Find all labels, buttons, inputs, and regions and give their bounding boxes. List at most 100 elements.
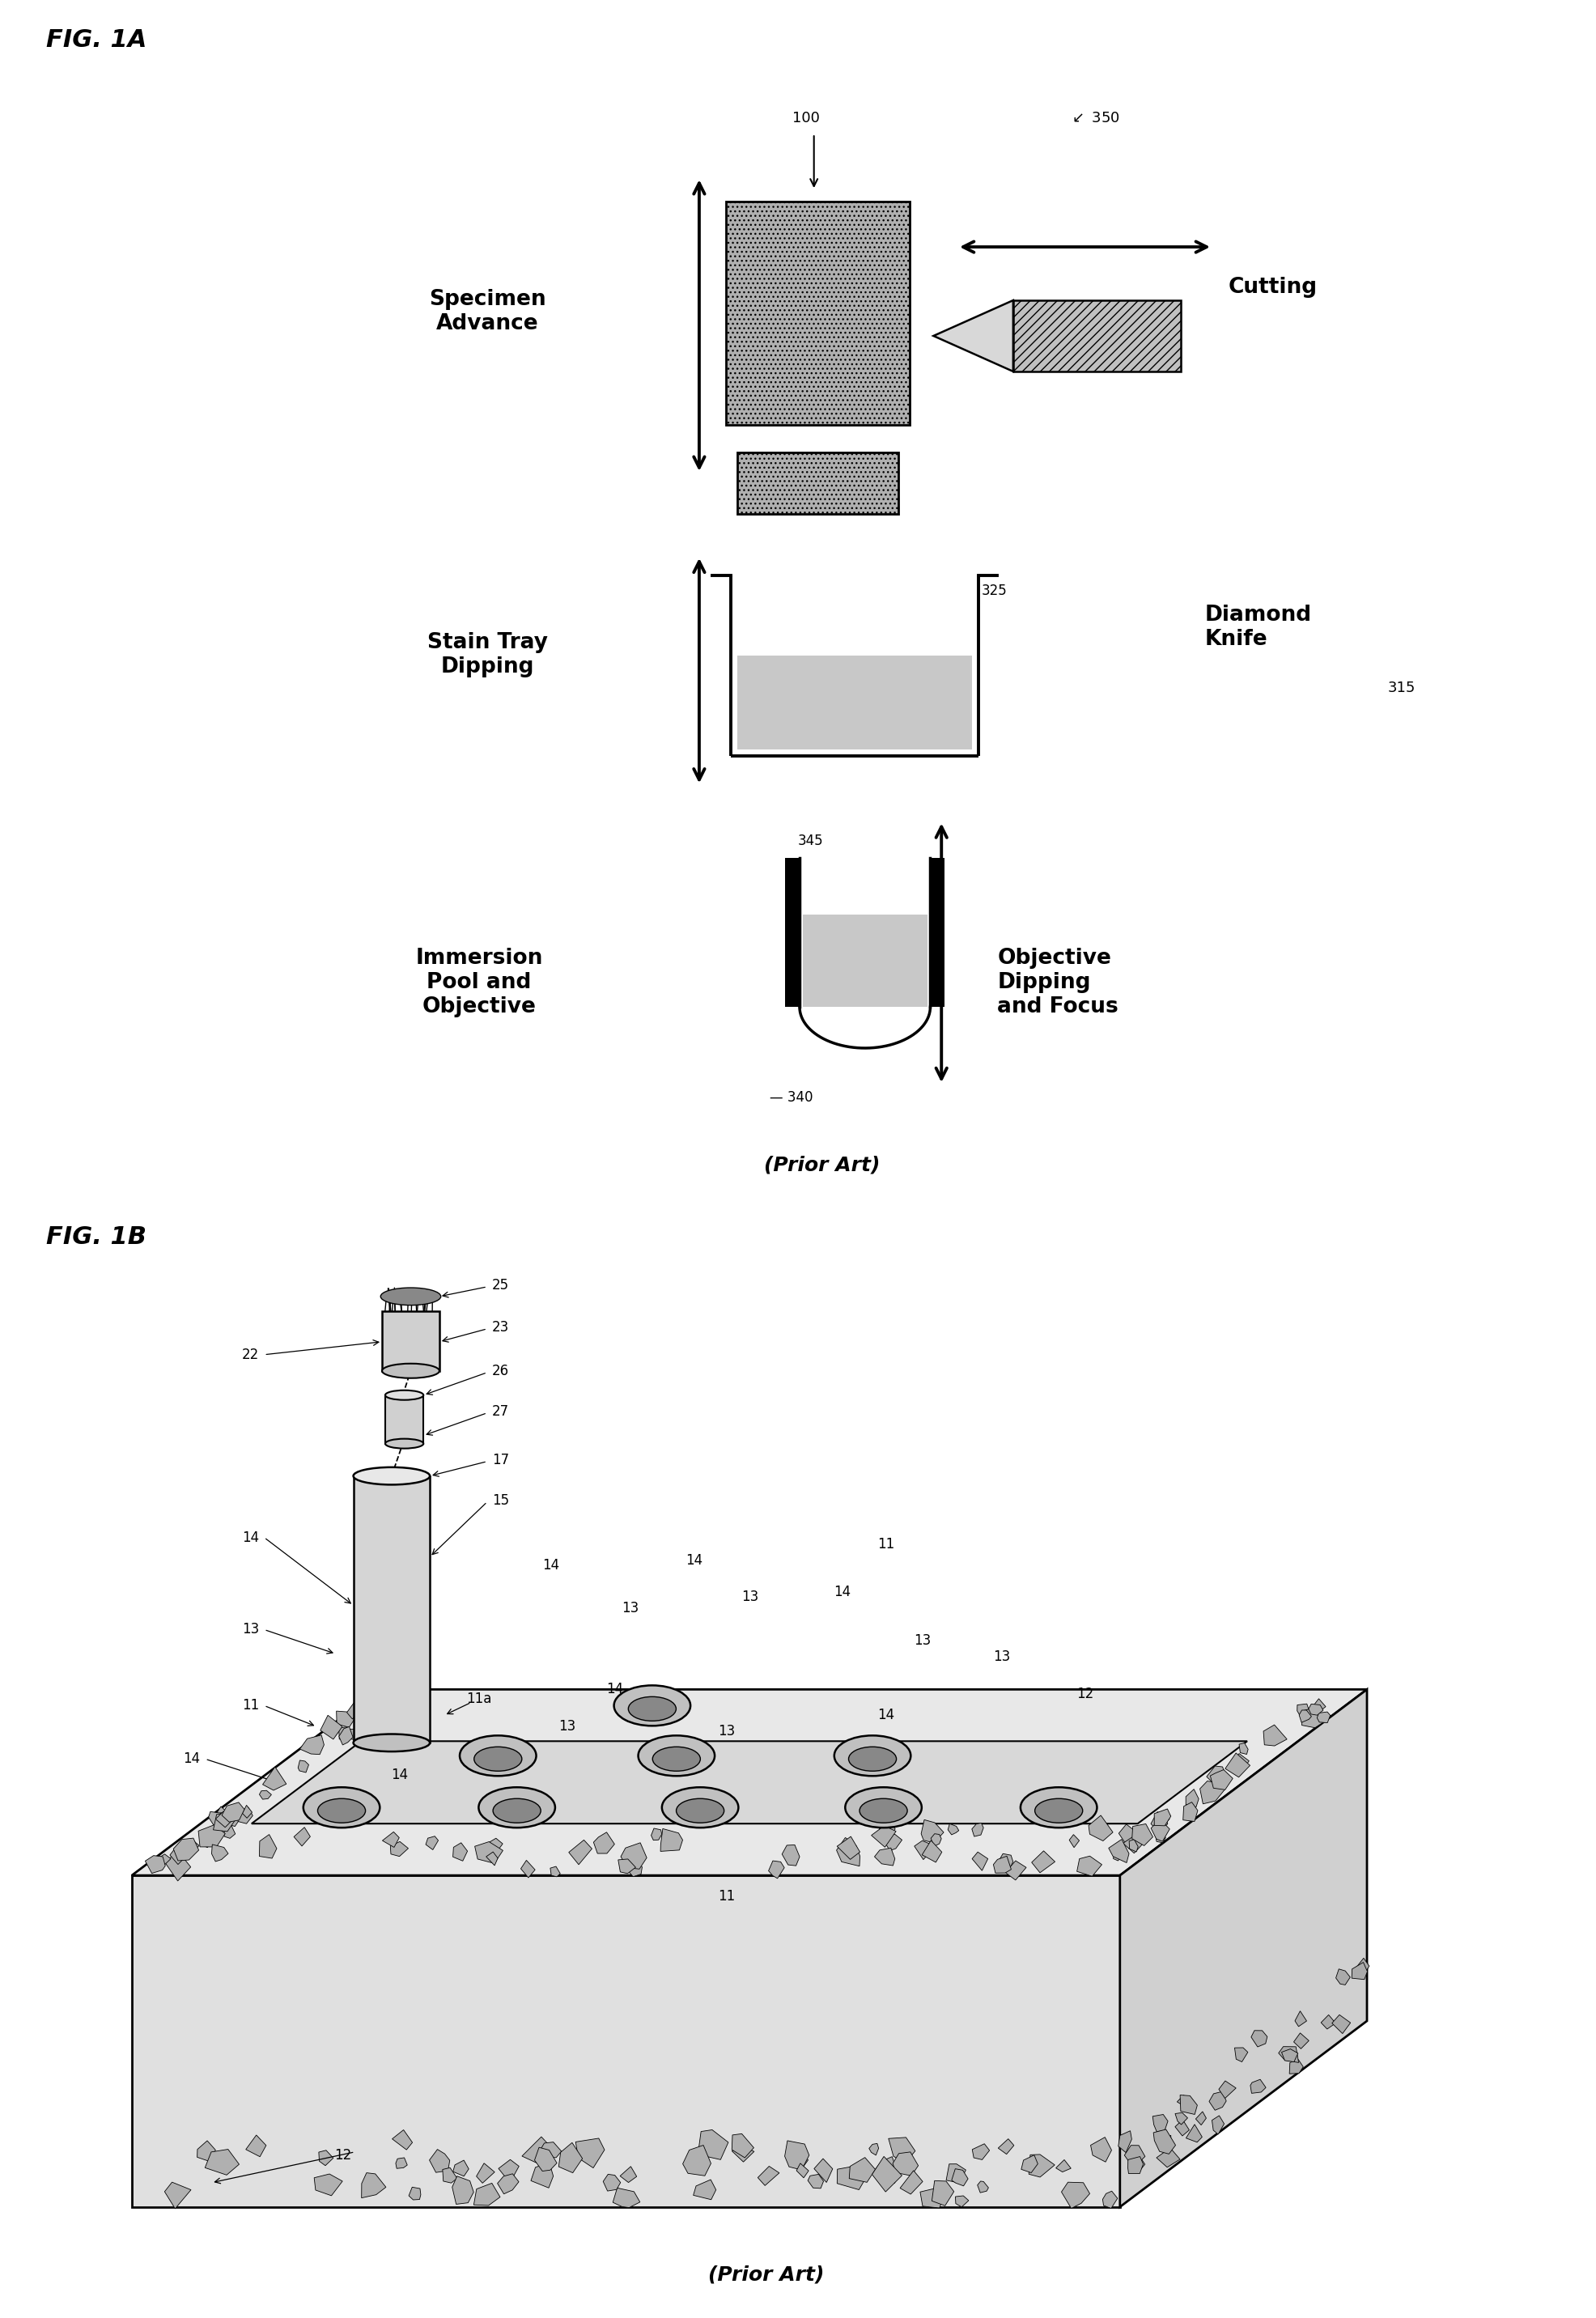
- Text: 13: 13: [742, 1590, 758, 1604]
- Polygon shape: [1029, 2153, 1055, 2177]
- Text: 345: 345: [798, 834, 824, 848]
- Polygon shape: [733, 2144, 755, 2163]
- Polygon shape: [814, 2158, 833, 2184]
- Bar: [1013, 301, 1181, 371]
- Polygon shape: [1266, 1727, 1280, 1745]
- Polygon shape: [1200, 1780, 1226, 1803]
- Polygon shape: [871, 1827, 895, 1847]
- Polygon shape: [498, 2174, 519, 2193]
- Bar: [726, 202, 910, 424]
- Polygon shape: [1264, 1725, 1286, 1745]
- Text: 13: 13: [311, 1806, 329, 1820]
- Ellipse shape: [479, 1787, 555, 1827]
- Text: FIG. 1B: FIG. 1B: [46, 1226, 147, 1249]
- Polygon shape: [367, 1704, 383, 1725]
- Polygon shape: [871, 2156, 902, 2193]
- Text: 14: 14: [686, 1553, 702, 1567]
- Text: Cutting: Cutting: [1229, 276, 1317, 299]
- Ellipse shape: [629, 1697, 677, 1720]
- Ellipse shape: [474, 1748, 522, 1771]
- Polygon shape: [808, 2174, 824, 2188]
- Polygon shape: [998, 2140, 1013, 2153]
- Bar: [930, 858, 945, 1006]
- Text: 14: 14: [878, 1708, 894, 1722]
- Bar: [381, 1312, 439, 1370]
- Polygon shape: [1157, 1817, 1168, 1829]
- Polygon shape: [442, 2167, 456, 2184]
- Polygon shape: [758, 2167, 779, 2186]
- Polygon shape: [246, 2135, 267, 2156]
- Polygon shape: [1238, 1743, 1248, 1755]
- Polygon shape: [215, 1810, 233, 1827]
- Polygon shape: [385, 1697, 405, 1720]
- Polygon shape: [796, 2163, 809, 2179]
- Polygon shape: [220, 1810, 241, 1827]
- Polygon shape: [1186, 2123, 1202, 2142]
- Polygon shape: [396, 2158, 407, 2167]
- Polygon shape: [1077, 1857, 1101, 1875]
- Polygon shape: [214, 1813, 236, 1831]
- Polygon shape: [198, 1824, 225, 1847]
- Polygon shape: [169, 1845, 190, 1864]
- Polygon shape: [921, 2188, 945, 2209]
- Polygon shape: [426, 1836, 439, 1850]
- Polygon shape: [1132, 1824, 1152, 1845]
- Polygon shape: [338, 1727, 353, 1738]
- Polygon shape: [1317, 1713, 1331, 1722]
- Polygon shape: [429, 2149, 450, 2172]
- Bar: [385, 1395, 423, 1444]
- Text: (Prior Art): (Prior Art): [709, 2265, 824, 2286]
- Polygon shape: [998, 1854, 1013, 1871]
- Polygon shape: [621, 1843, 646, 1868]
- Polygon shape: [474, 2184, 500, 2204]
- Text: Specimen
Advance: Specimen Advance: [429, 290, 546, 334]
- Polygon shape: [1333, 2014, 1350, 2033]
- Polygon shape: [243, 1806, 252, 1817]
- Polygon shape: [875, 1847, 895, 1866]
- Polygon shape: [948, 1824, 959, 1836]
- Polygon shape: [1299, 1711, 1312, 1722]
- Polygon shape: [498, 2160, 519, 2184]
- Polygon shape: [594, 1831, 614, 1854]
- Polygon shape: [568, 1840, 592, 1864]
- Polygon shape: [1210, 1769, 1232, 1789]
- Polygon shape: [155, 1854, 171, 1868]
- Ellipse shape: [385, 1439, 423, 1449]
- Ellipse shape: [653, 1748, 701, 1771]
- Polygon shape: [1103, 2191, 1117, 2209]
- Polygon shape: [487, 1852, 498, 1866]
- Polygon shape: [520, 1861, 535, 1878]
- Polygon shape: [535, 2146, 557, 2172]
- Polygon shape: [1251, 2031, 1267, 2047]
- Polygon shape: [603, 2174, 621, 2191]
- Polygon shape: [1294, 2012, 1307, 2026]
- Polygon shape: [174, 1838, 200, 1861]
- Polygon shape: [1179, 2095, 1197, 2114]
- Polygon shape: [1031, 1850, 1055, 1873]
- Polygon shape: [164, 1852, 192, 1880]
- Polygon shape: [993, 1857, 1012, 1873]
- Polygon shape: [201, 1836, 212, 1847]
- Polygon shape: [145, 1857, 166, 1873]
- Polygon shape: [1290, 2058, 1304, 2075]
- Polygon shape: [453, 1843, 468, 1861]
- Ellipse shape: [677, 1799, 725, 1822]
- Text: Objective
Dipping
and Focus: Objective Dipping and Focus: [998, 948, 1119, 1018]
- Text: 14: 14: [391, 1769, 409, 1783]
- Polygon shape: [362, 2172, 386, 2197]
- Polygon shape: [488, 1838, 503, 1852]
- Polygon shape: [212, 1845, 228, 1861]
- Polygon shape: [1219, 2082, 1235, 2098]
- Text: 13: 13: [718, 1725, 734, 1738]
- Text: 26: 26: [492, 1363, 509, 1379]
- Bar: [737, 656, 972, 749]
- Ellipse shape: [460, 1736, 536, 1776]
- Polygon shape: [391, 1840, 409, 1857]
- Polygon shape: [838, 2165, 868, 2191]
- Polygon shape: [1321, 2014, 1336, 2028]
- Polygon shape: [1151, 1822, 1170, 1840]
- Polygon shape: [1088, 1815, 1112, 1840]
- Ellipse shape: [849, 1748, 897, 1771]
- Polygon shape: [314, 2174, 343, 2195]
- Polygon shape: [1352, 1963, 1368, 1980]
